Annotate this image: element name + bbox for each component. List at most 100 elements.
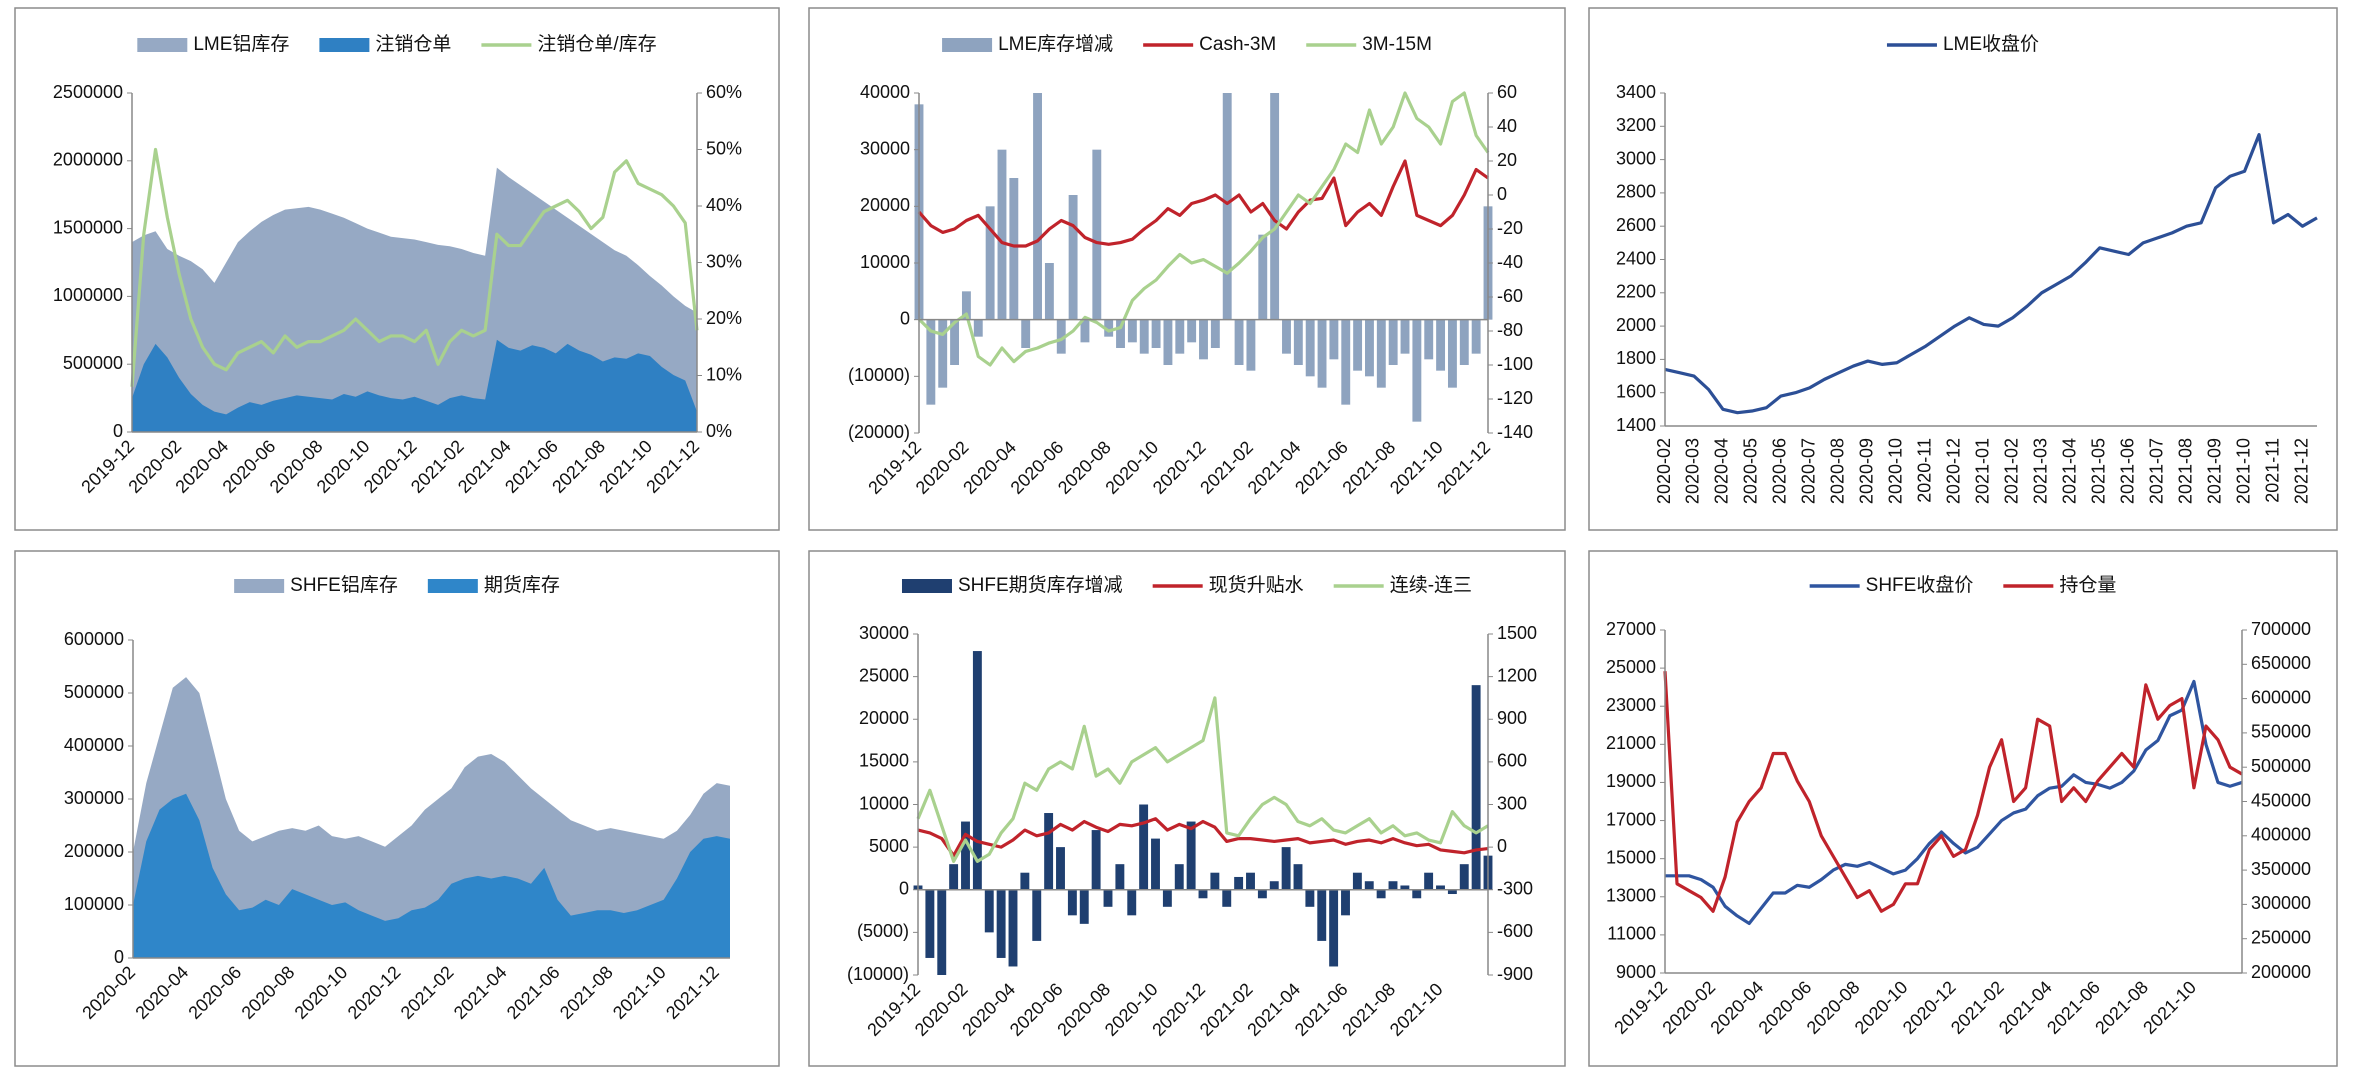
- bar: [1388, 881, 1398, 890]
- bar: [1364, 881, 1374, 890]
- bar: [1436, 319, 1446, 371]
- y-tick-label: 200000: [64, 841, 124, 861]
- y-tick-label: 2000000: [53, 150, 123, 170]
- y-tick-label: 0: [899, 879, 909, 899]
- bar: [961, 821, 970, 890]
- y-tick-label: 30000: [860, 138, 910, 158]
- bar: [1258, 234, 1268, 320]
- area: [133, 677, 730, 958]
- panel: [808, 7, 1566, 531]
- y-tick-label: 10000: [860, 252, 910, 272]
- legend-label: 注销仓单/库存: [537, 33, 656, 55]
- y-tick-label: 20000: [859, 708, 909, 728]
- y-tick-label: (5000): [857, 921, 909, 941]
- bar: [1056, 319, 1066, 354]
- bar: [1198, 889, 1208, 899]
- bar: [1033, 93, 1042, 320]
- bar: [1471, 685, 1481, 890]
- bar: [926, 319, 936, 405]
- y-tick-label: 2500000: [53, 82, 123, 102]
- bar: [1459, 319, 1469, 365]
- line: [1663, 671, 2243, 913]
- y2-tick-label: -120: [1497, 388, 1533, 408]
- y-tick-label: 3400: [1616, 82, 1656, 102]
- y2-tick-label: -80: [1497, 320, 1523, 340]
- y2-tick-label: 450000: [2251, 790, 2311, 810]
- legend-swatch: [942, 38, 993, 52]
- y-tick-label: (20000): [848, 422, 910, 442]
- y-tick-label: 300000: [64, 788, 124, 808]
- plot-area: [913, 651, 1493, 975]
- bar: [1317, 889, 1327, 941]
- x-tick-label: 2021-07: [2146, 438, 2166, 504]
- y-tick-label: 400000: [64, 735, 124, 755]
- y2-tick-label: 550000: [2251, 722, 2311, 742]
- bar: [1116, 319, 1125, 348]
- plot-area: [130, 147, 699, 432]
- bar: [1246, 872, 1255, 890]
- bar: [1424, 872, 1434, 890]
- legend-label: LME铝库存: [193, 33, 289, 55]
- bar: [1270, 93, 1280, 320]
- legend-swatch: [427, 579, 478, 593]
- legend-label: 现货升贴水: [1209, 574, 1304, 596]
- bar: [1234, 876, 1244, 890]
- bar: [1174, 864, 1184, 890]
- area: [132, 339, 697, 432]
- legend-label: Cash-3M: [1199, 34, 1276, 55]
- x-tick-label: 2021-04: [2059, 438, 2079, 504]
- x-tick-label: 2021-05: [2088, 438, 2108, 504]
- bar: [1293, 319, 1303, 365]
- panel: [1588, 7, 2338, 531]
- y2-tick-label: 650000: [2251, 653, 2311, 673]
- bar: [997, 149, 1007, 320]
- bar: [1352, 872, 1362, 890]
- x-tick-label: 2021-06: [2117, 438, 2137, 504]
- bar: [1187, 319, 1197, 343]
- bar: [1459, 864, 1469, 890]
- y-tick-label: (10000): [847, 964, 909, 984]
- line: [130, 147, 699, 387]
- y2-tick-label: 0: [1497, 836, 1507, 856]
- y2-tick-label: 1500: [1497, 623, 1537, 643]
- bar: [1376, 319, 1386, 388]
- y2-tick-label: -60: [1497, 286, 1523, 306]
- y-tick-label: 1500000: [53, 217, 123, 237]
- bar: [1436, 885, 1445, 890]
- bar: [1092, 149, 1102, 320]
- bar: [1412, 319, 1422, 422]
- y2-tick-label: 200000: [2251, 962, 2311, 982]
- x-tick-label: 2020-05: [1741, 438, 1761, 504]
- bar: [1044, 263, 1054, 320]
- legend-label: SHFE收盘价: [1866, 574, 1974, 596]
- y2-tick-label: 0%: [706, 421, 732, 441]
- legend: LME收盘价: [1886, 33, 2039, 55]
- y-tick-label: (10000): [848, 365, 910, 385]
- bar: [984, 889, 994, 933]
- legend-swatch: [319, 38, 370, 52]
- line: [1664, 133, 2318, 415]
- y2-tick-label: 300000: [2251, 893, 2311, 913]
- line: [917, 91, 1490, 367]
- bar: [1021, 319, 1031, 348]
- y2-tick-label: 400000: [2251, 825, 2311, 845]
- bar: [985, 206, 995, 320]
- y-tick-label: 2400: [1616, 248, 1656, 268]
- x-tick-label: 2021-02: [2001, 438, 2021, 504]
- bar: [1305, 319, 1315, 377]
- y-tick-label: 25000: [859, 665, 909, 685]
- legend: SHFE期货库存增减 现货升贴水 连续-连三: [901, 574, 1472, 596]
- y-tick-label: 13000: [1606, 886, 1656, 906]
- y2-tick-label: 300: [1497, 793, 1527, 813]
- bar: [1115, 864, 1125, 890]
- line: [917, 817, 1489, 858]
- chart: 1400 1600 1800 2000 2200 2400 2600 2800 3000 3200…: [1616, 33, 2318, 504]
- y-tick-label: 2600: [1616, 215, 1656, 235]
- plot-area: [914, 91, 1493, 422]
- x-tick-label: 2021-09: [2204, 438, 2224, 504]
- x-tick-label: 2021-08: [2175, 438, 2195, 504]
- bar: [1222, 93, 1232, 320]
- bar: [1020, 872, 1030, 890]
